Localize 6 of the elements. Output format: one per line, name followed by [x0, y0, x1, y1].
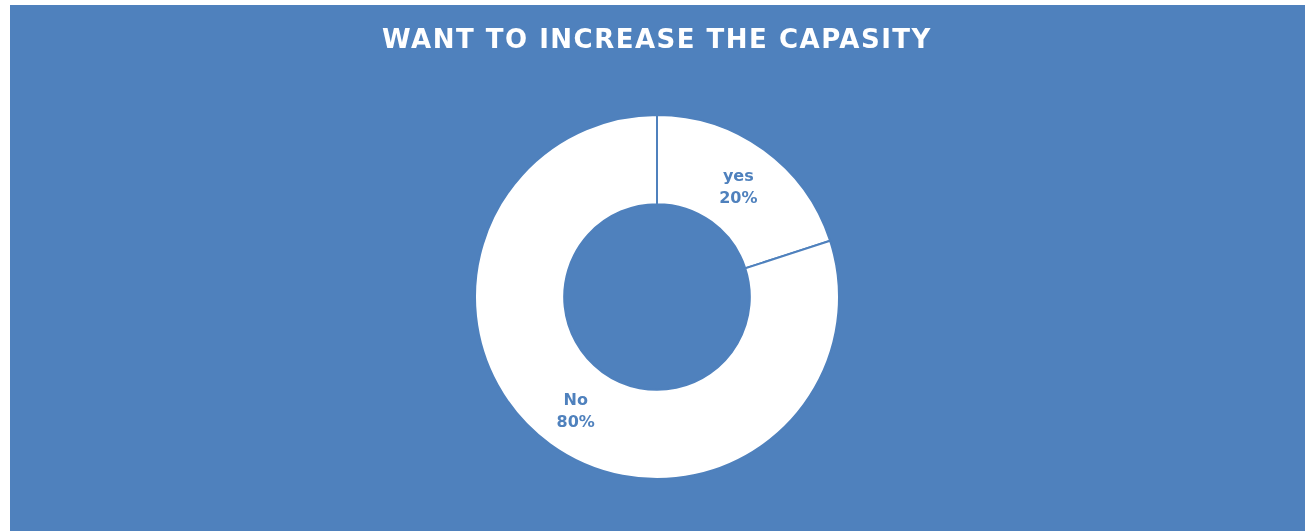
slice-label: No [563, 389, 588, 409]
data-label: 80% [556, 411, 595, 431]
chart-title: WANT TO INCREASE THE CAPASITY [382, 24, 932, 54]
data-label: 20% [719, 188, 758, 208]
donut-slice [474, 114, 840, 480]
slice-label: yes [722, 166, 754, 186]
